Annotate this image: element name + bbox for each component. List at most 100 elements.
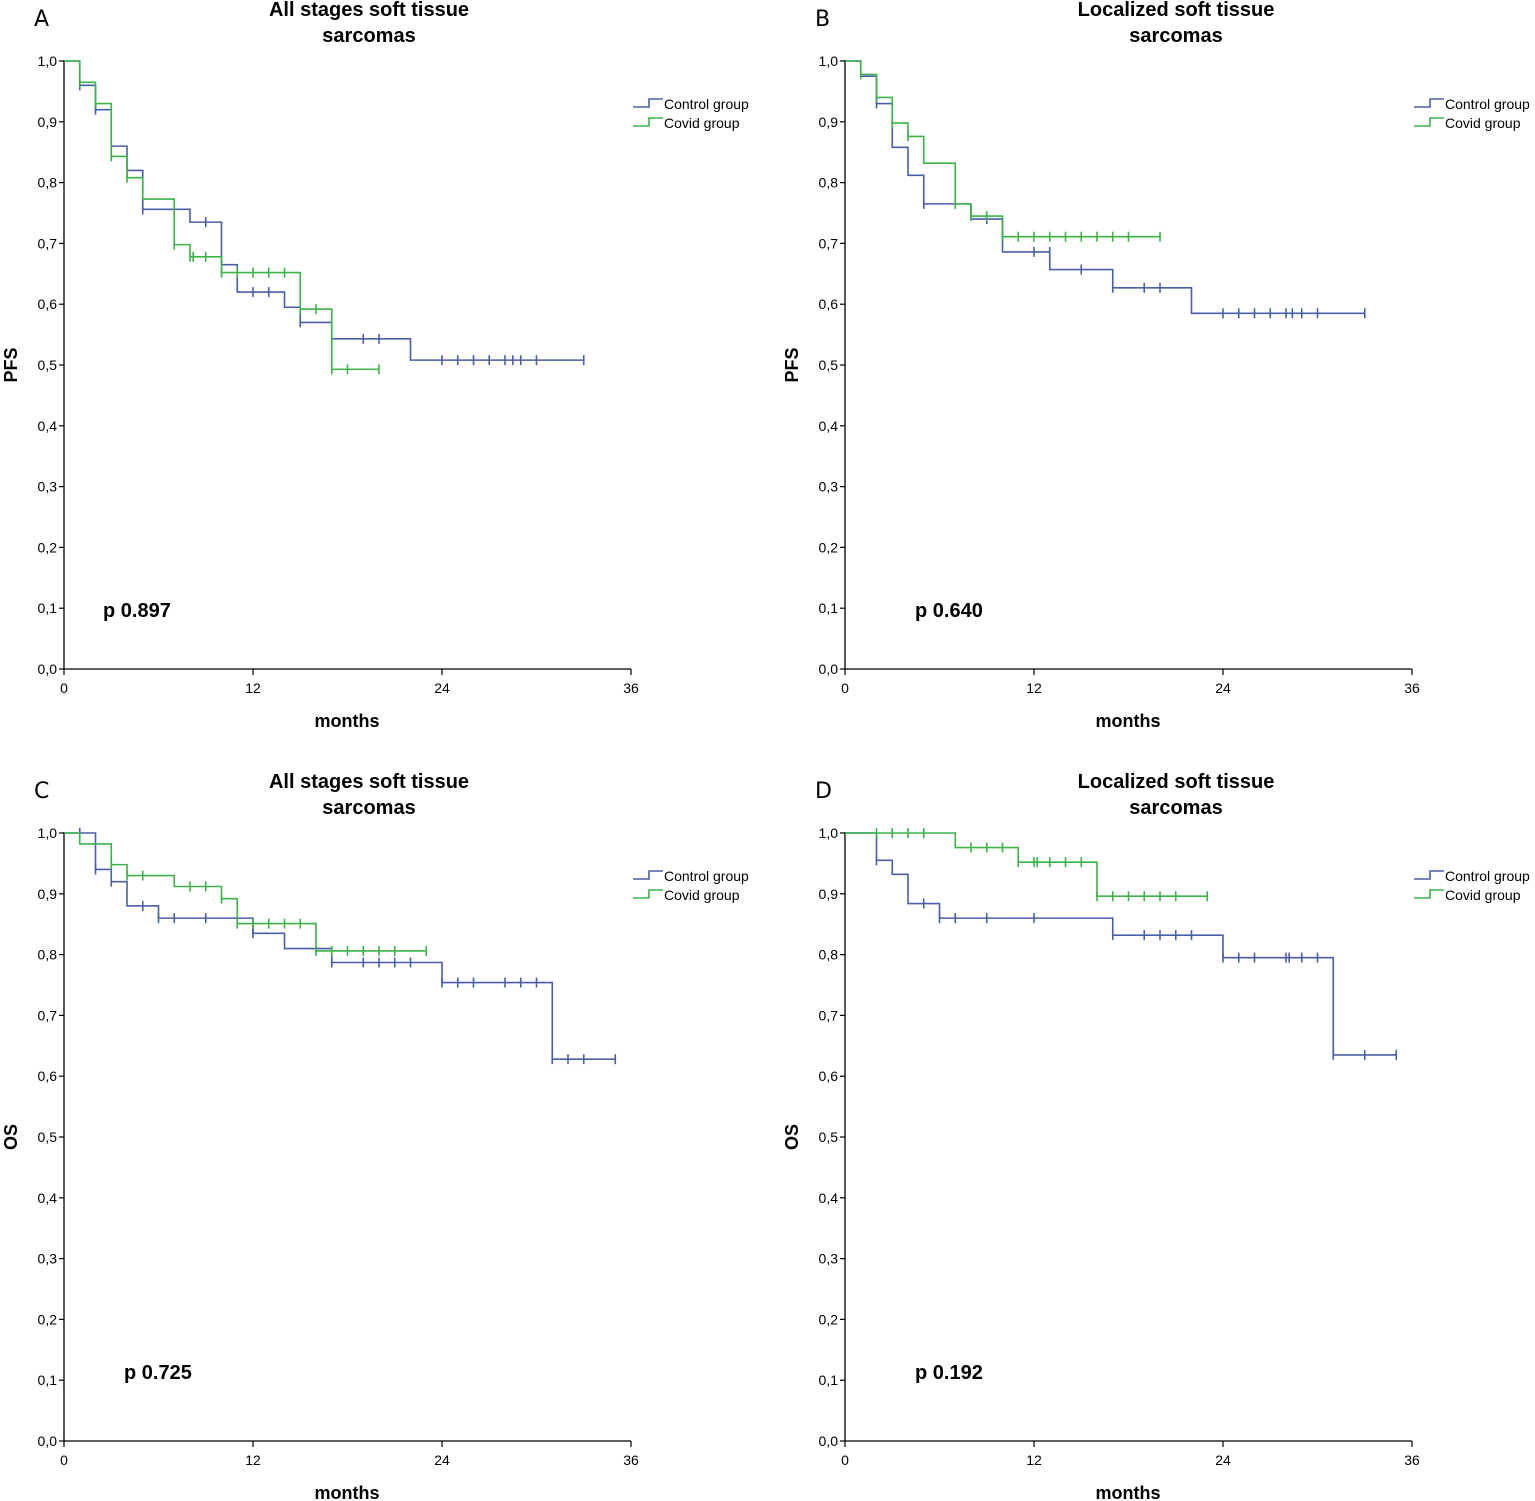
x-axis-label: months <box>315 1483 380 1501</box>
y-tick-label: 0,3 <box>819 479 839 495</box>
y-tick-label: 0,0 <box>819 661 839 677</box>
x-tick-label: 24 <box>434 1452 450 1468</box>
km-curve-covid-group <box>64 60 379 371</box>
p-value-annotation: p 0.725 <box>124 1362 192 1384</box>
p-value-annotation: p 0.192 <box>915 1362 983 1384</box>
y-tick-label: 1,0 <box>819 53 839 69</box>
km-curve-control-group <box>64 832 616 1060</box>
chart-title-line: sarcomas <box>1129 25 1222 47</box>
y-tick-label: 0,2 <box>38 1311 58 1327</box>
y-tick-label: 0,0 <box>819 1433 839 1449</box>
legend-entry: Covid group <box>1445 115 1521 131</box>
x-tick-label: 0 <box>60 680 68 696</box>
x-tick-label: 24 <box>1215 1452 1231 1468</box>
y-tick-label: 0,7 <box>819 1007 839 1023</box>
chart-title-line: sarcomas <box>1129 797 1222 819</box>
x-tick-label: 36 <box>1404 1452 1420 1468</box>
x-tick-label: 36 <box>623 1452 639 1468</box>
y-tick-label: 0,4 <box>38 1190 58 1206</box>
x-axis-label: months <box>1096 1483 1161 1501</box>
legend-swatch <box>1414 98 1444 108</box>
x-tick-label: 12 <box>245 1452 261 1468</box>
legend-entry: Covid group <box>1445 887 1521 903</box>
y-tick-label: 0,0 <box>38 661 58 677</box>
panel-letter: A <box>34 7 49 32</box>
y-tick-label: 0,9 <box>38 114 58 130</box>
y-axis-label: PFS <box>782 347 802 382</box>
x-axis-label: months <box>315 711 380 731</box>
y-tick-label: 0,3 <box>819 1251 839 1267</box>
legend-entry: Control group <box>664 96 749 112</box>
chart-title-line: Localized soft tissue <box>1078 0 1275 21</box>
panel-letter: B <box>815 7 830 32</box>
legend-swatch <box>1414 870 1444 880</box>
y-tick-label: 0,4 <box>819 1190 839 1206</box>
x-tick-label: 12 <box>245 680 261 696</box>
y-tick-label: 0,8 <box>819 175 839 191</box>
y-tick-label: 0,5 <box>819 357 839 373</box>
legend-entry: Control group <box>1445 868 1530 884</box>
x-tick-label: 36 <box>1404 680 1420 696</box>
legend-entry: Covid group <box>664 115 740 131</box>
y-tick-label: 1,0 <box>38 825 58 841</box>
legend-entry: Control group <box>1445 96 1530 112</box>
p-value-annotation: p 0.640 <box>915 600 983 622</box>
y-tick-label: 0,0 <box>38 1433 58 1449</box>
legend-swatch <box>1414 117 1444 127</box>
y-tick-label: 0,5 <box>819 1129 839 1145</box>
legend-swatch <box>633 117 663 127</box>
x-axis-label: months <box>1096 711 1161 731</box>
y-tick-label: 0,3 <box>38 479 58 495</box>
chart-title-line: All stages soft tissue <box>269 0 469 21</box>
chart-title-line: Localized soft tissue <box>1078 771 1275 793</box>
y-tick-label: 0,9 <box>819 114 839 130</box>
panel-a: A All stages soft tissue sarcomas 0,0 0,1 0,2… <box>1 0 749 731</box>
y-tick-label: 0,4 <box>38 418 58 434</box>
y-tick-label: 0,8 <box>38 947 58 963</box>
chart-title-line: sarcomas <box>322 797 415 819</box>
y-axis-label: OS <box>782 1124 802 1150</box>
panel-letter: C <box>34 779 49 804</box>
y-tick-label: 1,0 <box>819 825 839 841</box>
x-tick-label: 0 <box>841 1452 849 1468</box>
y-tick-label: 0,7 <box>38 235 58 251</box>
x-tick-label: 24 <box>1215 680 1231 696</box>
p-value-annotation: p 0.897 <box>103 600 171 622</box>
y-tick-label: 0,9 <box>819 886 839 902</box>
y-tick-label: 0,6 <box>819 296 839 312</box>
panel-d: D Localized soft tissue sarcomas 0,0 0,1 0,2 0… <box>782 771 1530 1501</box>
y-tick-label: 0,5 <box>38 1129 58 1145</box>
y-tick-label: 0,5 <box>38 357 58 373</box>
y-tick-label: 0,1 <box>819 1372 839 1388</box>
x-tick-label: 0 <box>60 1452 68 1468</box>
y-tick-label: 0,8 <box>38 175 58 191</box>
y-tick-label: 1,0 <box>38 53 58 69</box>
y-tick-label: 0,1 <box>38 1372 58 1388</box>
km-curve-control-group <box>845 60 1365 315</box>
y-tick-label: 0,9 <box>38 886 58 902</box>
legend-swatch <box>633 889 663 899</box>
km-curve-covid-group <box>845 60 1160 238</box>
y-tick-label: 0,6 <box>38 296 58 312</box>
legend-entry: Control group <box>664 868 749 884</box>
y-tick-label: 0,3 <box>38 1251 58 1267</box>
y-tick-label: 0,2 <box>819 539 839 555</box>
y-tick-label: 0,2 <box>819 1311 839 1327</box>
legend-swatch <box>633 98 663 108</box>
km-curve-control-group <box>845 832 1397 1056</box>
panel-c: C All stages soft tissue sarcomas 0,0 0,1 0,2… <box>1 771 749 1501</box>
x-tick-label: 36 <box>623 680 639 696</box>
legend-swatch <box>633 870 663 880</box>
y-tick-label: 0,6 <box>819 1068 839 1084</box>
y-axis-label: PFS <box>1 347 21 382</box>
chart-title-line: All stages soft tissue <box>269 771 469 793</box>
km-curve-covid-group <box>845 832 1208 898</box>
panel-letter: D <box>815 779 832 804</box>
y-tick-label: 0,7 <box>819 235 839 251</box>
legend-swatch <box>1414 889 1444 899</box>
x-tick-label: 24 <box>434 680 450 696</box>
y-tick-label: 0,7 <box>38 1007 58 1023</box>
x-tick-label: 12 <box>1026 680 1042 696</box>
y-tick-label: 0,8 <box>819 947 839 963</box>
